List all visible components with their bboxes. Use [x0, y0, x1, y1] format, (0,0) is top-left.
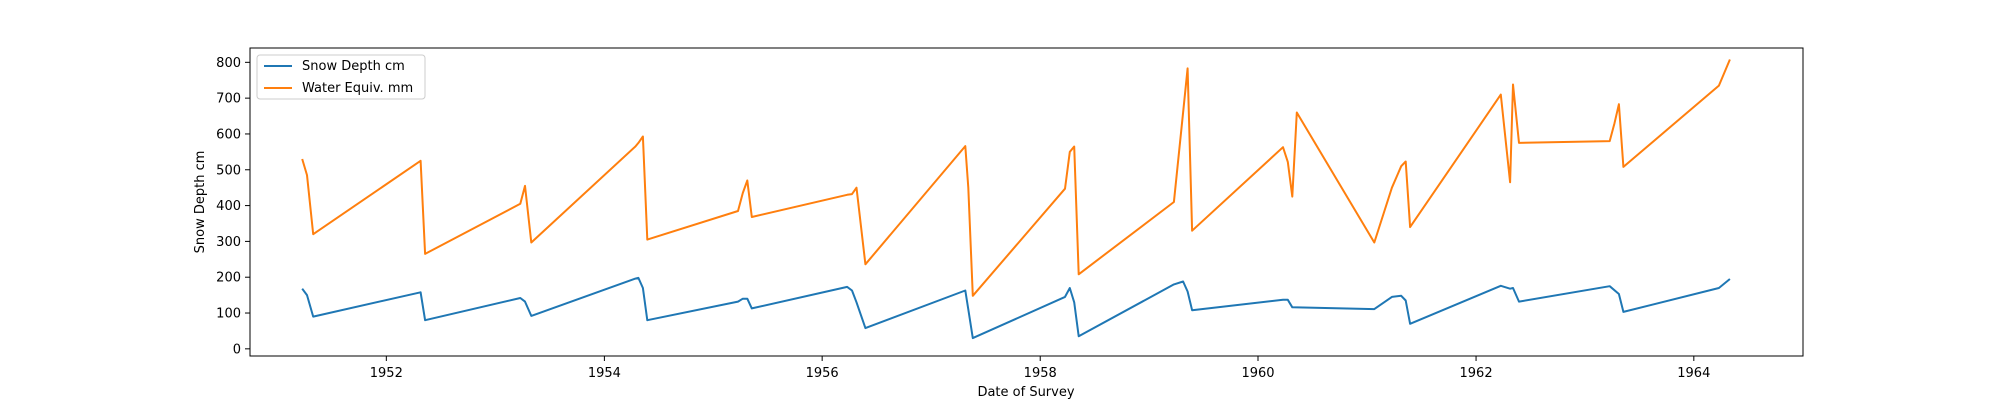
x-tick-label: 1954: [588, 366, 621, 381]
series-line-water-equiv-mm: [301, 59, 1731, 297]
y-tick-label: 400: [216, 199, 241, 214]
y-axis-ticks: 0 100 200 300 400 500 600 700 800: [216, 56, 250, 357]
x-axis-ticks: 1952 1954 1956 1958 1960 1962 1964: [370, 356, 1710, 381]
y-tick-label: 500: [216, 163, 241, 178]
series-layer: [301, 59, 1731, 340]
y-tick-label: 100: [216, 307, 241, 322]
y-tick-label: 300: [216, 235, 241, 250]
plot-frame: [249, 47, 1804, 357]
legend-label-water-equiv: Water Equiv. mm: [302, 81, 413, 96]
y-tick-label: 800: [216, 56, 241, 71]
legend-label-snow-depth: Snow Depth cm: [302, 59, 405, 74]
x-axis-label: Date of Survey: [977, 385, 1074, 400]
y-tick-label: 0: [233, 342, 241, 357]
x-tick-label: 1960: [1241, 366, 1274, 381]
x-tick-label: 1952: [370, 366, 403, 381]
x-tick-label: 1956: [806, 366, 839, 381]
x-tick-label: 1964: [1677, 366, 1710, 381]
y-axis-label: Snow Depth cm: [193, 151, 208, 254]
x-tick-label: 1958: [1024, 366, 1057, 381]
y-tick-label: 700: [216, 92, 241, 107]
x-tick-label: 1962: [1460, 366, 1493, 381]
y-tick-label: 600: [216, 127, 241, 142]
y-tick-label: 200: [216, 271, 241, 286]
series-line-snow-depth-cm: [301, 276, 1731, 340]
legend: Snow Depth cm Water Equiv. mm: [256, 54, 426, 100]
legend-box: [256, 54, 426, 100]
